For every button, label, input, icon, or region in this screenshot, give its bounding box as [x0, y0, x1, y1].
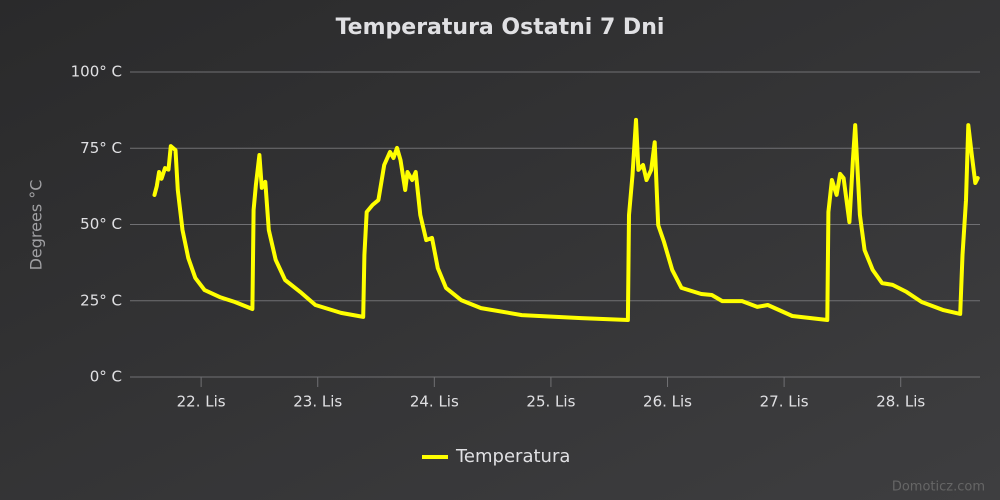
y-tick-label: 75° C	[80, 139, 122, 157]
credits: Domoticz.com	[892, 480, 985, 495]
x-tick-label: 27. Lis	[760, 393, 809, 411]
chart-title: Temperatura Ostatni 7 Dni	[336, 15, 665, 40]
x-tick-label: 24. Lis	[410, 393, 459, 411]
y-tick-label: 100° C	[71, 63, 122, 81]
y-tick-label: 0° C	[90, 368, 122, 386]
y-tick-label: 50° C	[80, 215, 122, 233]
x-tick-label: 28. Lis	[876, 393, 925, 411]
legend-label: Temperatura	[455, 446, 570, 467]
x-tick-label: 26. Lis	[643, 393, 692, 411]
x-tick-label: 22. Lis	[177, 393, 226, 411]
y-axis-title: Degrees °C	[27, 180, 46, 271]
x-tick-label: 23. Lis	[293, 393, 342, 411]
x-tick-label: 25. Lis	[526, 393, 575, 411]
y-tick-label: 25° C	[80, 291, 122, 309]
series-line	[152, 117, 980, 322]
